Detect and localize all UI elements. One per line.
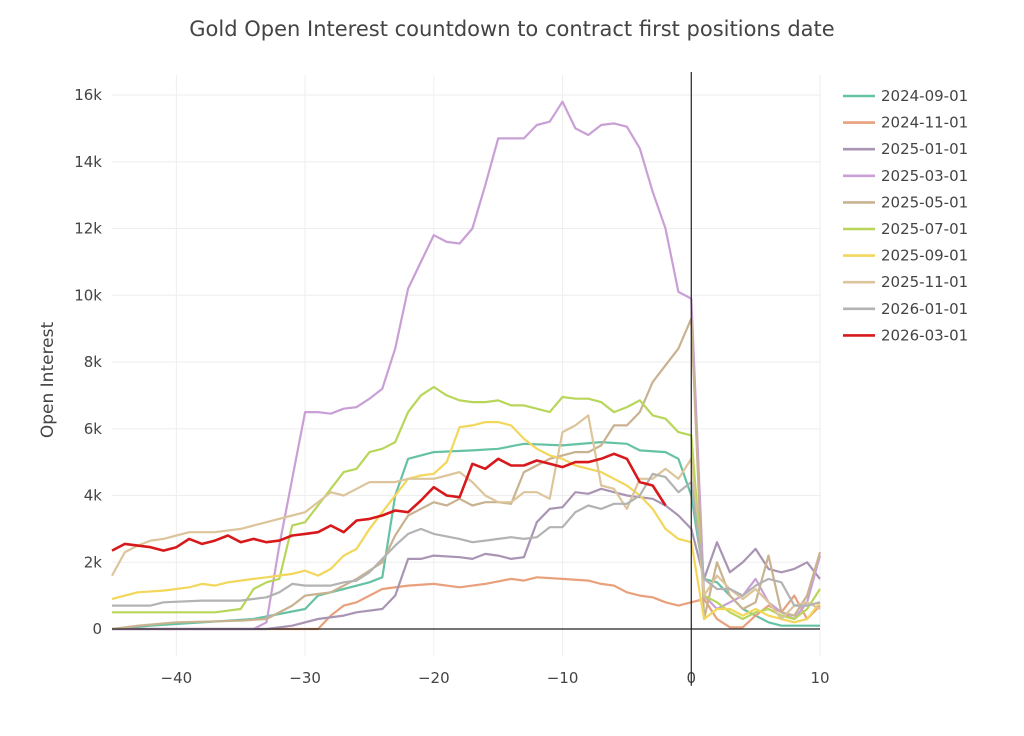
series-line-2025-09-01 xyxy=(111,421,821,624)
y-tick-label: 6k xyxy=(84,420,103,438)
x-tick-label: −40 xyxy=(161,669,193,687)
y-tick-label: 8k xyxy=(84,353,103,371)
y-tick-label: 4k xyxy=(84,487,103,505)
legend-label[interactable]: 2025-01-01 xyxy=(881,140,968,158)
series-lines xyxy=(111,100,822,631)
legend-label[interactable]: 2025-03-01 xyxy=(881,167,968,185)
legend-label[interactable]: 2024-11-01 xyxy=(881,114,968,132)
y-tick-label: 16k xyxy=(74,86,102,104)
chart-title: Gold Open Interest countdown to contract… xyxy=(189,17,834,41)
y-tick-label: 10k xyxy=(74,286,102,304)
series-line-2025-01-01 xyxy=(112,487,821,631)
legend-label[interactable]: 2025-11-01 xyxy=(881,273,968,291)
series-line-2024-11-01 xyxy=(112,576,821,631)
series-line-2025-11-01 xyxy=(111,414,821,621)
legend-label[interactable]: 2025-05-01 xyxy=(881,193,968,211)
legend-label[interactable]: 2025-09-01 xyxy=(881,247,968,265)
series-line-2025-03-01 xyxy=(112,100,822,631)
legend-label[interactable]: 2025-07-01 xyxy=(881,220,968,238)
legend-label[interactable]: 2026-01-01 xyxy=(881,300,968,318)
x-tick-label: −30 xyxy=(289,669,321,687)
axes: −40−30−20−1001002k4k6k8k10k12k14k16k xyxy=(74,72,830,687)
x-tick-label: −10 xyxy=(547,669,579,687)
x-tick-label: 10 xyxy=(810,669,829,687)
legend-label[interactable]: 2026-03-01 xyxy=(881,326,968,344)
series-line-2025-07-01 xyxy=(112,385,821,621)
y-tick-label: 2k xyxy=(84,553,103,571)
x-tick-label: −20 xyxy=(418,669,450,687)
y-tick-label: 0 xyxy=(92,620,102,638)
series-line-2026-01-01 xyxy=(112,472,821,607)
grid xyxy=(112,74,821,656)
y-tick-label: 14k xyxy=(74,153,102,171)
legend-label[interactable]: 2024-09-01 xyxy=(881,87,968,105)
legend[interactable]: 2024-09-01 2024-11-01 2025-01-01 2025-03-01… xyxy=(843,87,968,344)
series-line-2026-03-01 xyxy=(111,452,667,552)
y-tick-label: 12k xyxy=(74,220,102,238)
y-axis-label: Open Interest xyxy=(38,322,58,439)
